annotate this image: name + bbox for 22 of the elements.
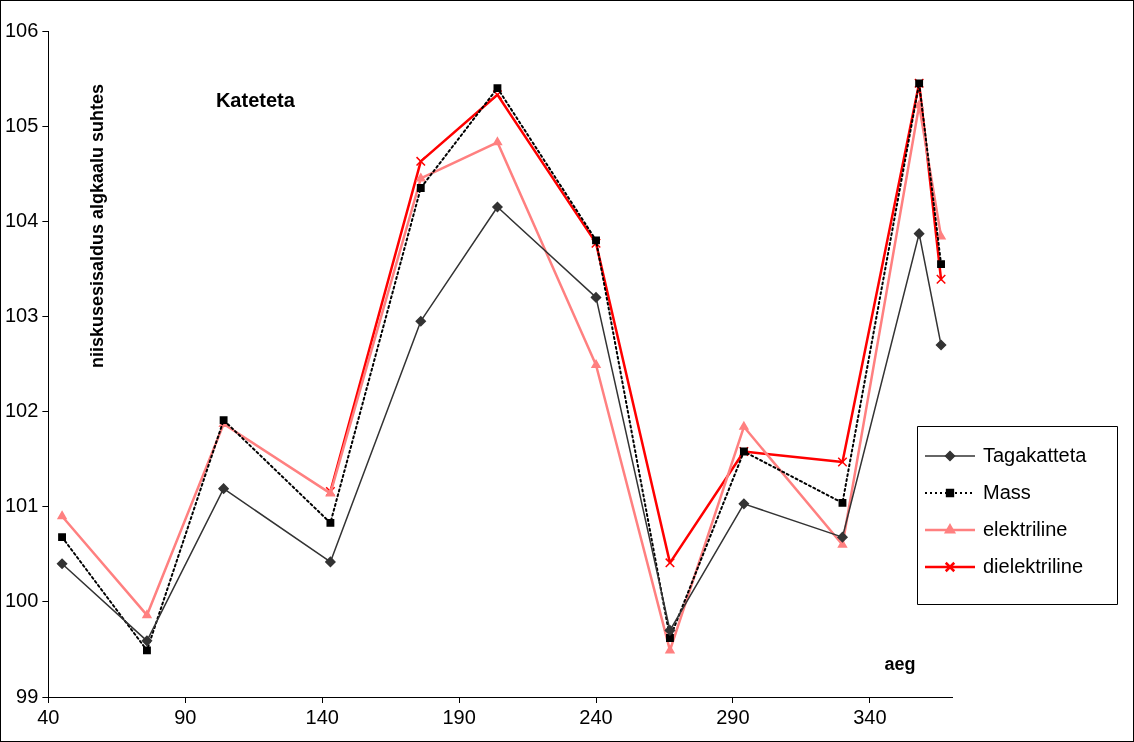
legend-label: Mass	[983, 480, 1031, 503]
y-tick-label: 99	[16, 684, 39, 707]
x-tick-label: 90	[174, 705, 197, 728]
y-tick-label: 106	[4, 18, 39, 41]
legend-label: dielektriline	[983, 554, 1084, 577]
x-axis-title: aeg	[884, 653, 916, 674]
y-tick-label: 105	[4, 113, 39, 136]
x-tick-label: 140	[305, 705, 339, 728]
x-tick-label: 190	[442, 705, 476, 728]
text: Kateteta	[215, 88, 296, 111]
y-axis-title: niiskusesisaldus algkaalu suhtes	[87, 83, 108, 369]
x-tick-label: 290	[716, 705, 750, 728]
x-tick-label: 40	[37, 705, 60, 728]
y-tick-label: 102	[4, 399, 39, 422]
y-tick-label: 100	[4, 589, 39, 612]
legend-label: elektriline	[983, 517, 1068, 540]
x-tick-label: 240	[579, 705, 613, 728]
y-tick-label: 104	[4, 208, 39, 231]
x-tick-label: 340	[853, 705, 887, 728]
y-tick-label: 103	[4, 303, 39, 326]
legend-label: Tagakatteta	[983, 443, 1088, 466]
y-tick-label: 101	[4, 494, 39, 517]
